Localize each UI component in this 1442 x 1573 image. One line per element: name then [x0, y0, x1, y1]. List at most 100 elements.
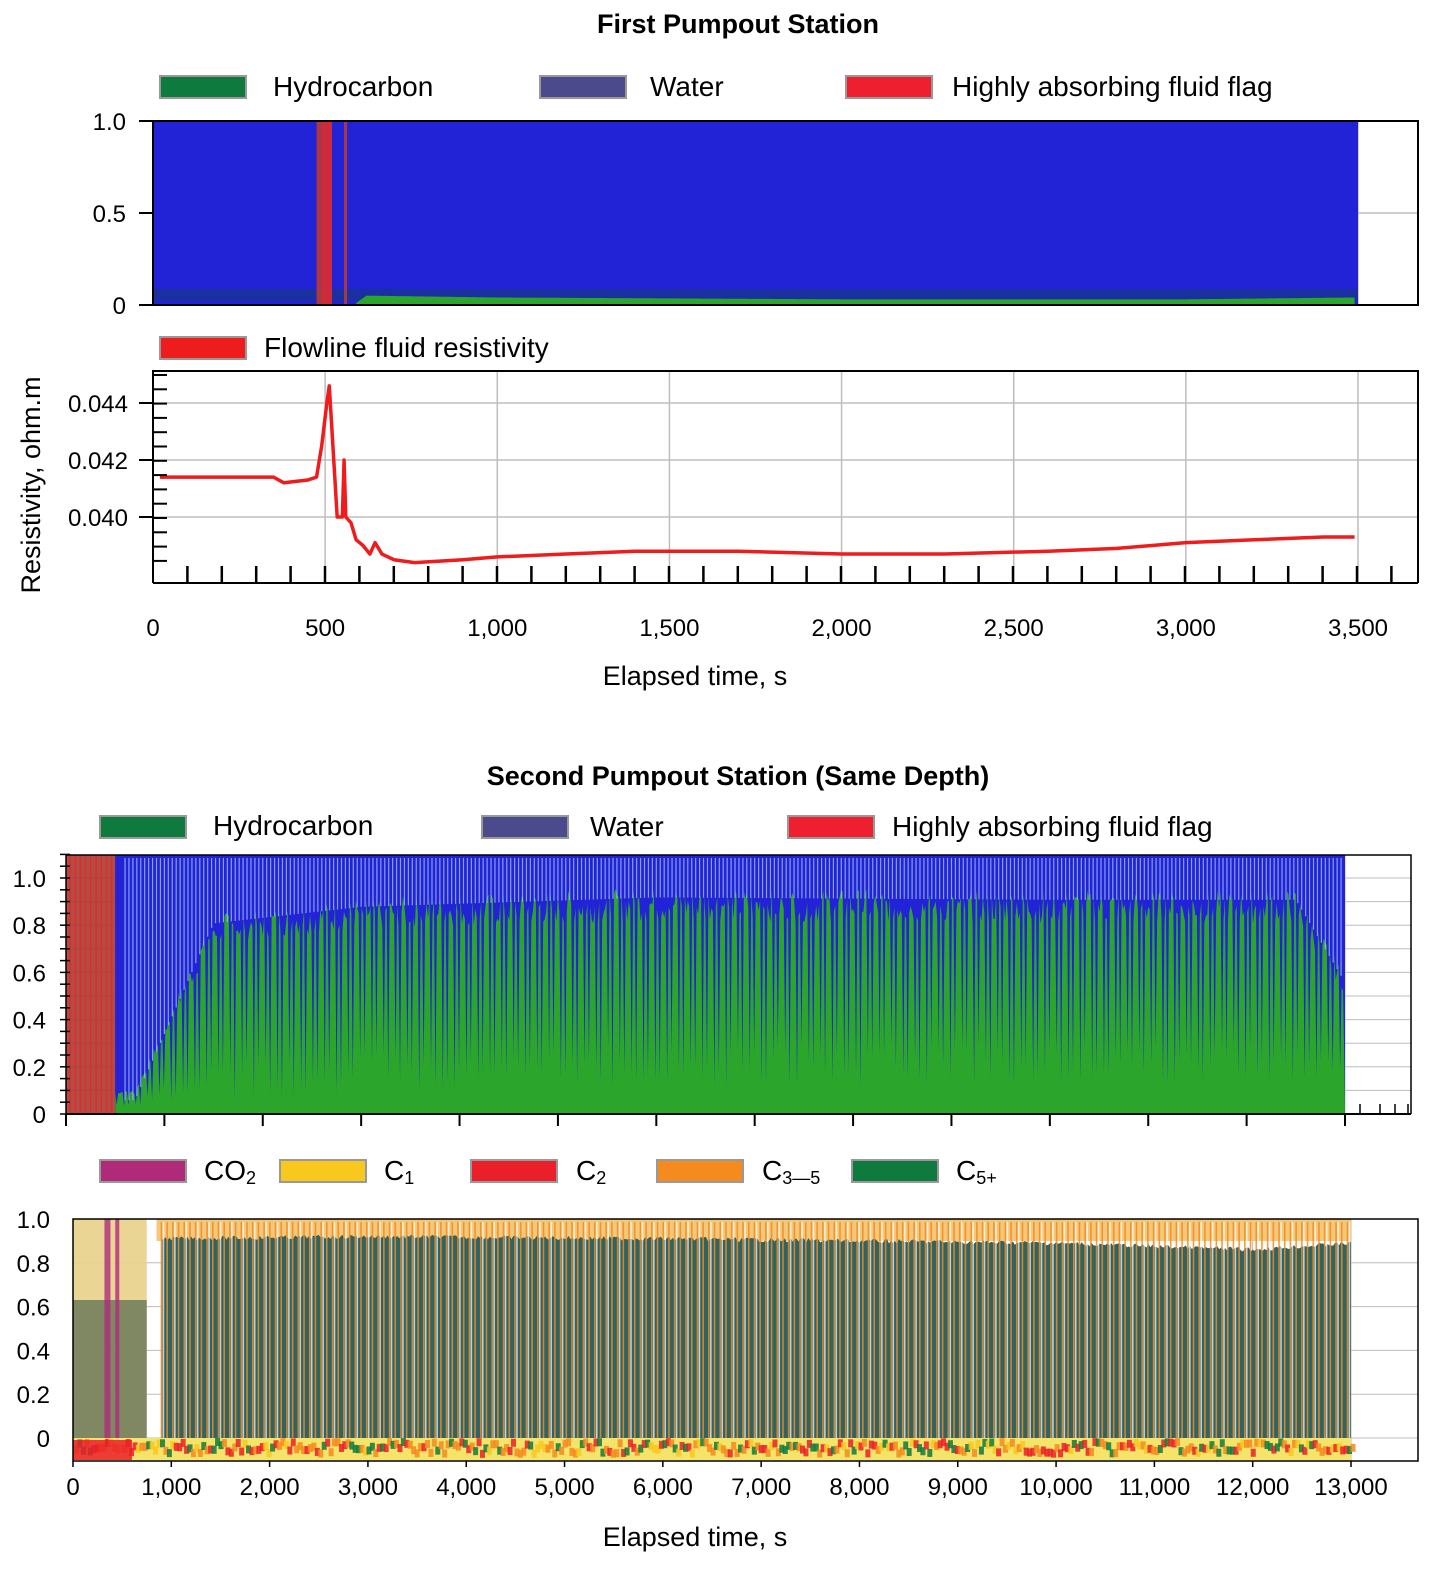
absorbing-flag-bands: [316, 121, 348, 305]
bottom-speckle: [153, 1446, 159, 1455]
bottom-speckle: [421, 1443, 427, 1452]
bottom-speckle: [631, 1443, 637, 1452]
bottom-speckle: [469, 1442, 475, 1451]
bottom-speckle: [982, 1438, 988, 1447]
bottom-speckle: [1274, 1443, 1280, 1452]
x-tick-label: 1,000: [141, 1474, 201, 1501]
bottom-speckle: [569, 1447, 575, 1456]
bottom-speckle: [1054, 1444, 1060, 1453]
bottom-speckle: [504, 1444, 510, 1453]
bottom-speckle: [1236, 1442, 1242, 1451]
bottom-speckle: [1095, 1438, 1101, 1447]
bottom-speckle: [163, 1446, 169, 1455]
bottom-speckle: [1209, 1441, 1215, 1450]
bottom-speckle: [349, 1441, 355, 1450]
bottom-speckle: [583, 1438, 589, 1447]
grid: [153, 371, 1418, 583]
bottom-speckle: [345, 1439, 351, 1448]
bottom-speckle: [755, 1442, 761, 1451]
early-c2-band: [73, 1440, 132, 1460]
bottom-speckle: [848, 1439, 854, 1448]
bottom-speckle: [528, 1441, 534, 1450]
bottom-speckle: [861, 1438, 867, 1447]
bottom-speckle: [1071, 1439, 1077, 1448]
bottom-speckle: [989, 1438, 995, 1447]
bottom-speckle: [1195, 1448, 1201, 1457]
bottom-speckle: [263, 1442, 269, 1451]
bottom-speckle: [1064, 1444, 1070, 1453]
bottom-speckle: [1261, 1439, 1267, 1448]
bottom-speckle: [796, 1443, 802, 1452]
bottom-speckle: [1319, 1447, 1325, 1456]
bottom-speckle: [328, 1448, 334, 1457]
bottom-speckle: [972, 1448, 978, 1457]
bottom-speckle: [621, 1448, 627, 1457]
bottom-speckle: [930, 1440, 936, 1449]
bottom-speckle: [215, 1438, 221, 1447]
bottom-speckle: [879, 1442, 885, 1451]
bottom-speckle: [1212, 1445, 1218, 1454]
bottom-speckle: [208, 1445, 214, 1454]
bottom-speckle: [204, 1446, 210, 1455]
bottom-speckle: [1161, 1439, 1167, 1448]
x-tick-label: 0: [66, 1474, 79, 1501]
bottom-speckle: [517, 1449, 523, 1458]
bottom-speckle: [235, 1439, 241, 1447]
bottom-speckle: [731, 1441, 737, 1450]
bottom-speckle: [449, 1438, 455, 1447]
bottom-speckle: [1226, 1446, 1232, 1455]
legend-swatch-hydrocarbon: [99, 815, 187, 839]
legend-label-co2-sub: 2: [246, 1168, 256, 1188]
y-tick-label: 0.6: [17, 1295, 50, 1322]
bottom-speckle: [603, 1445, 609, 1454]
bottom-speckle: [889, 1442, 895, 1451]
bottom-speckle: [617, 1439, 623, 1448]
bottom-speckle: [552, 1449, 558, 1458]
bottom-speckle: [1336, 1443, 1342, 1452]
legend-label-c35-sub: 3—5: [782, 1168, 820, 1188]
bottom-speckle: [996, 1448, 1002, 1457]
bottom-speckle: [473, 1447, 479, 1456]
bottom-speckle: [965, 1443, 971, 1452]
bottom-speckle: [455, 1442, 461, 1451]
resistivity-plot: 0 500 1,000 1,500 2,000 2,500 3,000 3,500 0.044…: [16, 370, 1419, 691]
bottom-speckle: [259, 1443, 265, 1452]
bottom-speckle: [476, 1438, 482, 1447]
y-tick-label: 1.0: [93, 109, 126, 136]
plot-frame: [72, 1218, 1419, 1462]
y-tick-label: 0.4: [17, 1338, 50, 1365]
bottom-speckle: [1109, 1449, 1115, 1458]
resistivity-series: [159, 384, 1355, 565]
bottom-speckle: [311, 1442, 317, 1451]
bottom-speckle: [607, 1447, 613, 1456]
bottom-speckle: [369, 1442, 375, 1451]
bottom-speckle: [1178, 1447, 1184, 1456]
bottom-speckle: [748, 1438, 754, 1447]
bottom-speckle: [1089, 1448, 1095, 1457]
bottom-speckle: [252, 1446, 258, 1455]
bottom-speckle: [1133, 1438, 1139, 1447]
legend-swatch-water: [481, 815, 569, 839]
bottom-speckle: [459, 1438, 465, 1447]
bottom-speckle: [913, 1440, 919, 1449]
bottom-speckle: [679, 1441, 685, 1450]
bottom-speckle: [855, 1441, 861, 1450]
bottom-speckle: [566, 1438, 572, 1447]
bottom-speckle: [359, 1444, 365, 1453]
bottom-speckle: [321, 1441, 327, 1450]
bottom-speckle: [304, 1446, 310, 1455]
bottom-speckle: [645, 1439, 651, 1448]
x-tick-label: 9,000: [928, 1474, 988, 1501]
bottom-speckle: [934, 1442, 940, 1451]
bottom-speckle: [576, 1448, 582, 1457]
bottom-speckle: [738, 1444, 744, 1453]
bottom-speckle: [992, 1445, 998, 1454]
y-tick-label: 0.6: [13, 960, 46, 987]
bottom-speckle: [438, 1441, 444, 1450]
bottom-speckle: [393, 1439, 399, 1448]
y-axis-ticks: 0.044 0.042 0.040: [68, 374, 167, 562]
bottom-speckle: [676, 1448, 682, 1457]
bottom-speckle: [579, 1440, 585, 1449]
y-tick-label: 0.042: [68, 448, 128, 475]
y-tick-label: 0: [113, 293, 126, 320]
